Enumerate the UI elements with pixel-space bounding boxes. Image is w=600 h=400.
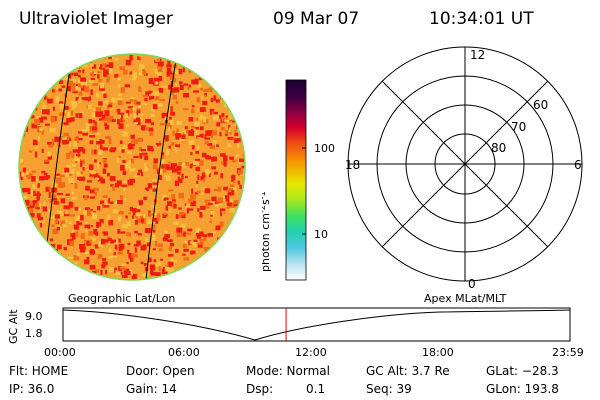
timeline-left-title: Geographic Lat/Lon: [68, 292, 176, 305]
timeline-right-title: Apex MLat/MLT: [424, 292, 507, 305]
dsp-value: 0.1: [306, 382, 326, 396]
image-time: 10:34:01 UT: [429, 9, 534, 29]
mlt-label-18: 18: [345, 158, 360, 172]
mlt-label-6: 6: [574, 158, 582, 172]
colorbar-gradient: [285, 79, 307, 281]
colorbar-unit-label: photon cm-2s-1: [262, 191, 272, 272]
mlt-label-0: 0: [468, 277, 476, 291]
glon-status: GLon: 193.8: [486, 382, 559, 396]
timeline-xtick-0600: 06:00: [168, 346, 200, 359]
auroral-image: [19, 54, 245, 280]
gc-alt-status: GC Alt: 3.7 Re: [366, 364, 450, 378]
lat-label-60: 60: [533, 98, 548, 112]
image-date: 09 Mar 07: [273, 9, 360, 29]
seq-status: Seq: 39: [366, 382, 412, 396]
timeline-ytick-top: 9.0: [25, 310, 43, 323]
timeline-ytick-bottom: 1.8: [25, 327, 43, 340]
polar-grid-plot: 12 18 6 0 60 70 80: [345, 46, 583, 291]
earth-limb: [18, 53, 246, 281]
lat-label-80: 80: [491, 141, 506, 155]
colorbar: photon cm-2s-1: [262, 79, 307, 281]
timeline-xtick-2359: 23:59: [552, 346, 584, 359]
gain-status: Gain: 14: [126, 382, 177, 396]
orbit-timeline: GC Alt 9.0 1.8: [7, 307, 571, 344]
mode-status: Mode: Normal: [246, 364, 330, 378]
timeline-frame: [62, 307, 571, 342]
lat-label-70: 70: [511, 120, 526, 134]
filter-status: Flt: HOME: [9, 364, 69, 378]
timeline-xtick-1800: 18:00: [422, 346, 454, 359]
colorbar-tick-10: 10: [314, 228, 328, 241]
timeline-xtick-0000: 00:00: [44, 346, 76, 359]
altitude-curve: [62, 309, 571, 341]
instrument-title: Ultraviolet Imager: [19, 9, 173, 29]
door-status: Door: Open: [126, 364, 195, 378]
colorbar-tick-100: 100: [314, 142, 335, 155]
timeline-xtick-1200: 12:00: [295, 346, 327, 359]
glat-status: GLat: −28.3: [486, 364, 559, 378]
longitude-line-east: [145, 59, 177, 280]
dsp-label: Dsp:: [246, 382, 274, 396]
mlt-label-12: 12: [470, 48, 485, 62]
timeline-axis-label: GC Alt: [7, 309, 20, 344]
ip-status: IP: 36.0: [9, 382, 55, 396]
diagonal-line-2: [381, 80, 549, 248]
